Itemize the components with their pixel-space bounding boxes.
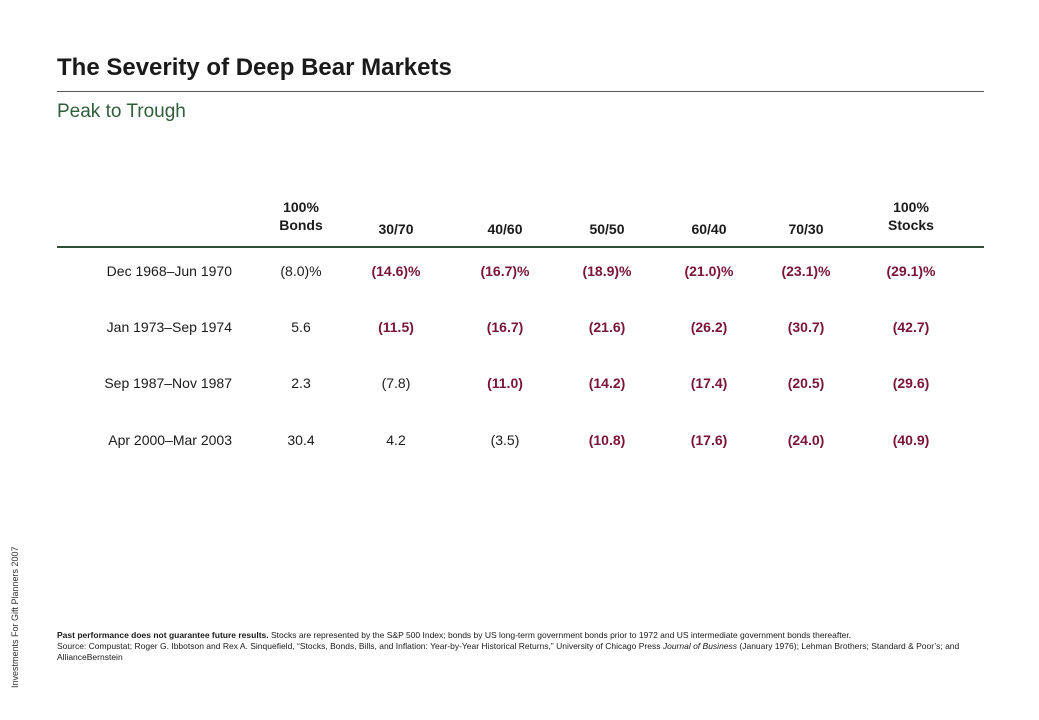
table-cell: (30.7) <box>787 319 825 335</box>
footnote-journal: Journal of Business <box>662 641 738 651</box>
column-header-label: 60/40 <box>691 221 727 237</box>
table-cell: (16.7) <box>486 319 524 335</box>
table-cell: (21.0)% <box>684 263 734 279</box>
table-cell: (14.2) <box>588 375 626 391</box>
page-title: The Severity of Deep Bear Markets <box>57 54 452 81</box>
table-cell: (10.8) <box>588 432 626 448</box>
row-label: Jan 1973–Sep 1974 <box>106 319 232 335</box>
column-header-label: 70/30 <box>788 221 824 237</box>
table-cell: 30.4 <box>287 432 315 448</box>
column-header: 40/60 <box>465 220 545 238</box>
table-cell: (11.0) <box>487 375 523 391</box>
table-cell: (18.9)% <box>582 263 632 279</box>
title-divider <box>57 91 984 92</box>
table-cell: 2.3 <box>291 375 311 391</box>
column-header: 30/70 <box>356 220 436 238</box>
footnote-disclaimer: Past performance does not guarantee futu… <box>57 630 269 640</box>
table-cell: (17.6) <box>690 432 728 448</box>
table-cell: (24.0) <box>787 432 825 448</box>
table-cell: (42.7) <box>892 319 930 335</box>
table-cell: (23.1)% <box>781 263 831 279</box>
side-label: Investments For Gift Planners 2007 <box>10 546 20 688</box>
column-header: 100% Stocks <box>871 198 951 234</box>
table-cell: (11.5) <box>378 319 414 335</box>
table-cell: (29.1)% <box>886 263 936 279</box>
table-cell: (16.7)% <box>480 263 530 279</box>
column-header-label: 50/50 <box>589 221 625 237</box>
column-header-label: 40/60 <box>487 221 523 237</box>
column-header: 70/30 <box>766 220 846 238</box>
footnote-source: Source: Compustat; Roger G. Ibbotson and… <box>57 641 663 651</box>
table-cell: (21.6) <box>588 319 626 335</box>
column-header-line1: 100% <box>283 199 319 215</box>
table-cell: (14.6)% <box>371 263 421 279</box>
table-cell: (8.0)% <box>280 263 322 279</box>
table-cell: (26.2) <box>690 319 728 335</box>
footnote-text: Stocks are represented by the S&P 500 In… <box>268 630 852 640</box>
column-header: 100% Bonds <box>261 198 341 234</box>
column-header-line1: 100% <box>893 199 929 215</box>
table-cell: (17.4) <box>690 375 728 391</box>
column-header-line2: Bonds <box>279 217 323 233</box>
column-header-label: 30/70 <box>378 221 414 237</box>
table-cell: (7.8) <box>381 375 411 391</box>
row-label: Apr 2000–Mar 2003 <box>108 432 232 448</box>
table-cell: (29.6) <box>892 375 930 391</box>
column-header-line2: Stocks <box>888 217 934 233</box>
column-header: 50/50 <box>567 220 647 238</box>
footnote-source-end: (January 1976); Lehman Brothers; Standar… <box>57 641 960 662</box>
page-subtitle: Peak to Trough <box>57 101 186 122</box>
row-label: Sep 1987–Nov 1987 <box>104 375 232 391</box>
header-divider <box>57 246 984 248</box>
table-cell: 4.2 <box>386 432 406 448</box>
table-cell: (40.9) <box>892 432 930 448</box>
footnote: Past performance does not guarantee futu… <box>57 630 984 663</box>
table-cell: 5.6 <box>291 319 311 335</box>
table-cell: (3.5) <box>490 432 520 448</box>
table-cell: (20.5) <box>787 375 825 391</box>
row-label: Dec 1968–Jun 1970 <box>106 263 232 279</box>
column-header: 60/40 <box>669 220 749 238</box>
